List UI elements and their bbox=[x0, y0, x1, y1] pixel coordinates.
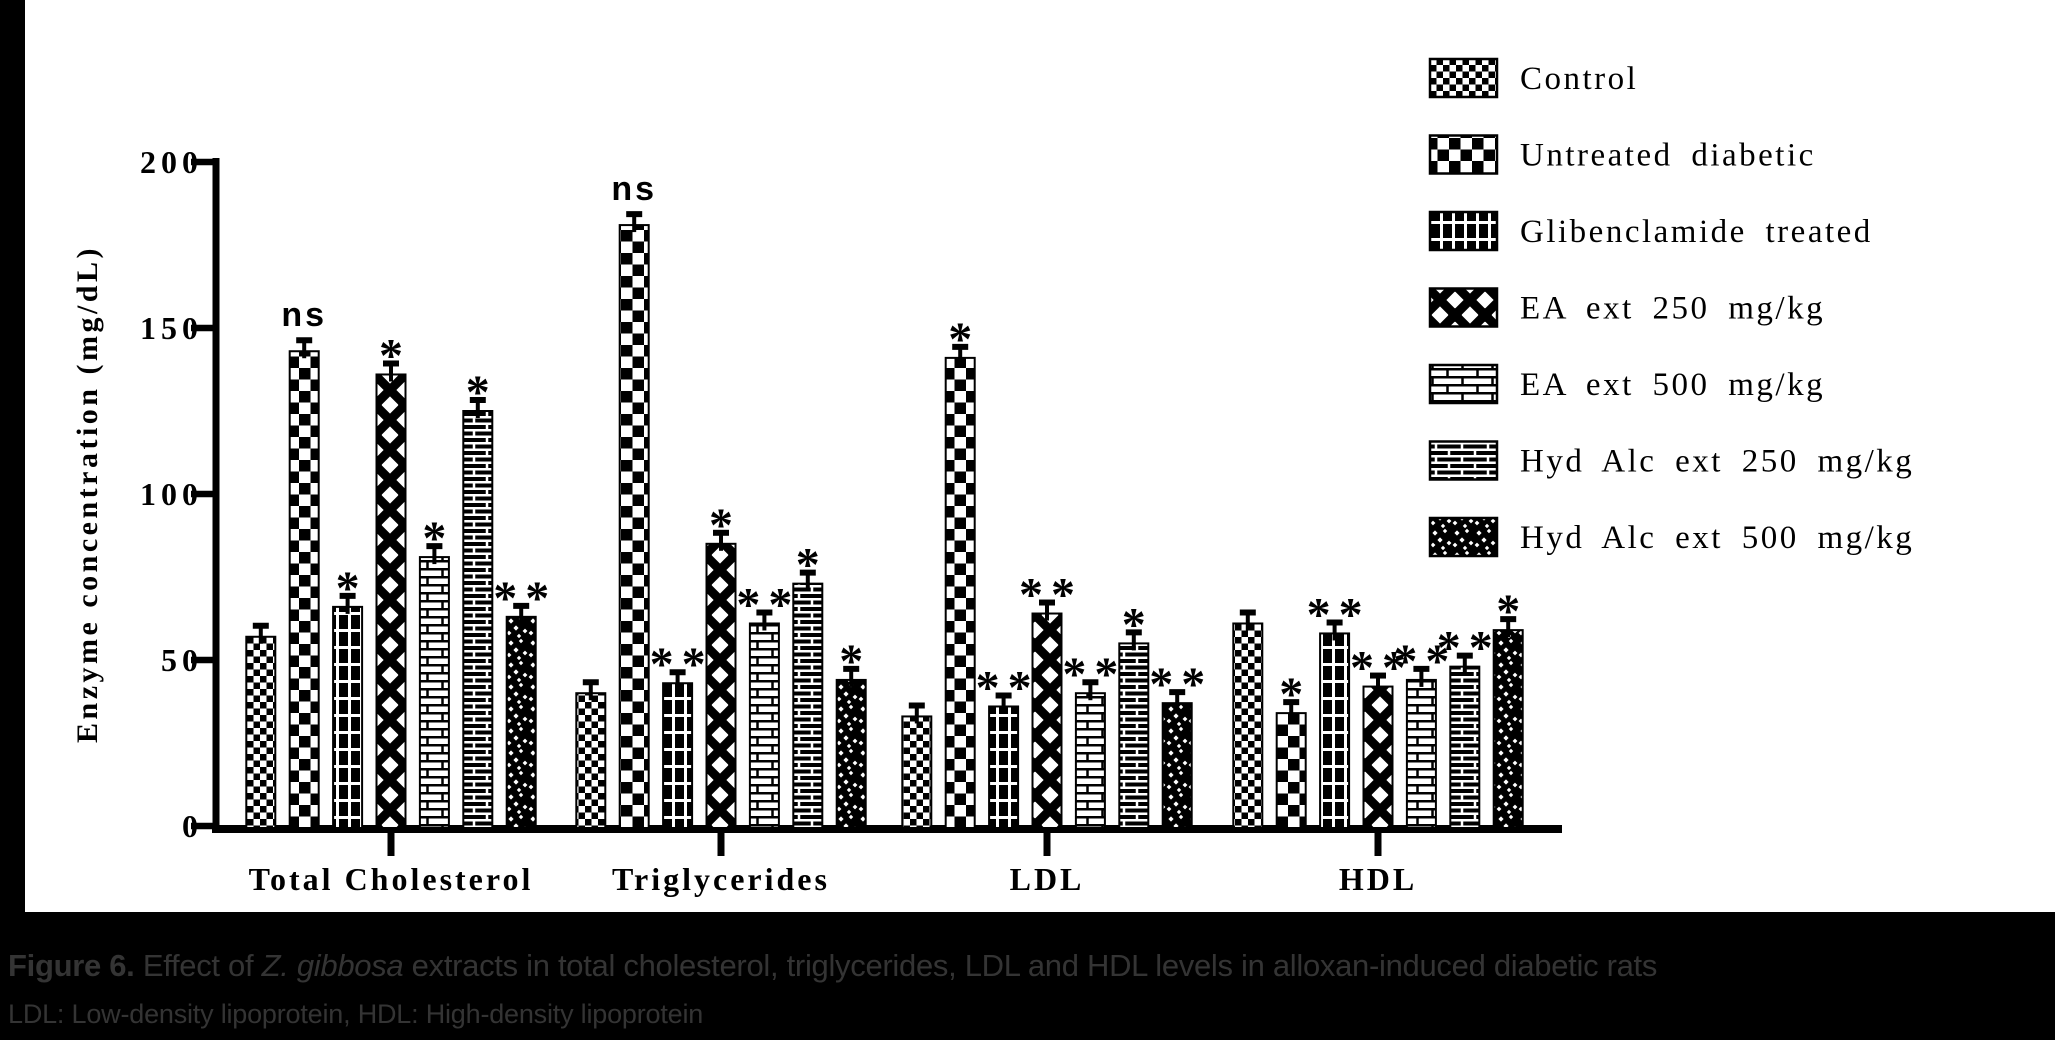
y-tick-label-200: 200 bbox=[140, 144, 203, 180]
bar-hdl-glibenclamide-treated bbox=[1319, 632, 1351, 829]
legend-label-6: Hyd Alc ext 500 mg/kg bbox=[1520, 520, 1914, 556]
legend-label-3: EA ext 250 mg/kg bbox=[1520, 291, 1825, 327]
y-tick-label-50: 50 bbox=[161, 642, 203, 678]
legend-label-1: Untreated diabetic bbox=[1520, 138, 1816, 174]
legend-swatch-3 bbox=[1428, 287, 1499, 328]
caption-line-2: LDL: Low-density lipoprotein, HDL: High-… bbox=[8, 998, 704, 1029]
sig-one-asterisk: * bbox=[336, 562, 360, 615]
legend-label-0: Control bbox=[1520, 61, 1638, 97]
caption-text-before-species: Effect of bbox=[134, 948, 262, 983]
bar-total-cholesterol-ea-ext-250-mg-kg bbox=[375, 373, 407, 829]
sig-one-asterisk: * bbox=[1279, 668, 1303, 721]
sig-two-asterisks: ** bbox=[1437, 622, 1501, 675]
bar-hdl-untreated-diabetic bbox=[1275, 712, 1307, 829]
legend-swatch-6 bbox=[1428, 516, 1499, 558]
legend-swatch-4 bbox=[1428, 363, 1499, 405]
legend-label-5: Hyd Alc ext 250 mg/kg bbox=[1520, 444, 1914, 480]
y-tick-label-0: 0 bbox=[182, 808, 203, 844]
sig-two-asterisks: ** bbox=[1062, 648, 1126, 701]
sig-two-asterisks: ** bbox=[650, 638, 714, 691]
legend-swatch-1 bbox=[1428, 134, 1499, 175]
caption-species-italic: Z. gibbosa bbox=[261, 948, 404, 983]
bar-triglycerides-ea-ext-250-mg-kg bbox=[705, 542, 737, 829]
figure-caption: Figure 6. Effect of Z. gibbosa extracts … bbox=[8, 912, 2048, 1040]
sig-one-asterisk: * bbox=[1122, 598, 1146, 651]
sig-one-asterisk: * bbox=[466, 366, 490, 419]
bar-ldl-untreated-diabetic bbox=[944, 356, 976, 829]
bar-hdl-ea-ext-250-mg-kg bbox=[1362, 685, 1394, 829]
bar-triglycerides-hyd-alc-ext-500-mg-kg bbox=[835, 678, 867, 829]
bar-total-cholesterol-hyd-alc-ext-500-mg-kg bbox=[505, 615, 537, 830]
bar-ldl-glibenclamide-treated bbox=[988, 705, 1020, 829]
sig-ns: ns bbox=[281, 296, 327, 334]
sig-two-asterisks: ** bbox=[1149, 658, 1213, 711]
bar-triglycerides-control bbox=[575, 692, 607, 830]
x-category-label-3: HDL bbox=[1339, 861, 1417, 897]
bar-total-cholesterol-glibenclamide-treated bbox=[332, 605, 364, 829]
sig-one-asterisk: * bbox=[948, 313, 972, 366]
sig-one-asterisk: * bbox=[796, 539, 820, 592]
bar-hdl-hyd-alc-ext-500-mg-kg bbox=[1492, 629, 1524, 829]
x-category-label-2: LDL bbox=[1010, 861, 1085, 897]
sig-one-asterisk: * bbox=[709, 499, 733, 552]
legend-label-4: EA ext 500 mg/kg bbox=[1520, 367, 1825, 403]
legend-label-2: Glibenclamide treated bbox=[1520, 214, 1873, 250]
bar-triglycerides-ea-ext-500-mg-kg bbox=[748, 622, 780, 829]
sig-two-asterisks: ** bbox=[1307, 588, 1371, 641]
sig-one-asterisk: * bbox=[379, 329, 403, 382]
x-category-label-0: Total Cholesterol bbox=[249, 861, 534, 897]
sig-one-asterisk: * bbox=[839, 635, 863, 688]
bar-triglycerides-hyd-alc-ext-250-mg-kg bbox=[792, 582, 824, 830]
sig-one-asterisk: * bbox=[422, 512, 446, 565]
bar-hdl-control bbox=[1232, 622, 1264, 829]
y-axis-title: Enzyme concentration (mg/dL) bbox=[71, 245, 104, 743]
bar-total-cholesterol-ea-ext-500-mg-kg bbox=[418, 556, 450, 830]
bar-ldl-ea-ext-500-mg-kg bbox=[1074, 692, 1106, 830]
caption-line-1: Figure 6. Effect of Z. gibbosa extracts … bbox=[8, 948, 2048, 983]
caption-text-after-species: extracts in total cholesterol, triglycer… bbox=[403, 948, 1658, 983]
sig-two-asterisks: ** bbox=[1350, 642, 1414, 695]
sig-two-asterisks: ** bbox=[976, 661, 1040, 714]
legend-swatch-2 bbox=[1428, 210, 1499, 252]
x-category-label-1: Triglycerides bbox=[612, 861, 830, 897]
y-tick-label-150: 150 bbox=[140, 310, 203, 346]
bar-total-cholesterol-hyd-alc-ext-250-mg-kg bbox=[462, 410, 494, 829]
caption-figure-label: Figure 6. bbox=[8, 948, 135, 983]
bar-ldl-hyd-alc-ext-500-mg-kg bbox=[1161, 702, 1193, 829]
bar-ldl-control bbox=[901, 715, 933, 829]
bar-triglycerides-untreated-diabetic bbox=[618, 224, 650, 829]
bar-total-cholesterol-untreated-diabetic bbox=[288, 350, 320, 829]
bar-total-cholesterol-control bbox=[245, 635, 277, 830]
sig-two-asterisks: ** bbox=[1019, 569, 1083, 622]
y-tick-label-100: 100 bbox=[140, 476, 203, 512]
legend-swatch-0 bbox=[1428, 57, 1499, 99]
legend-swatch-5 bbox=[1428, 440, 1499, 481]
sig-two-asterisks: ** bbox=[736, 578, 800, 631]
sig-two-asterisks: ** bbox=[493, 572, 557, 625]
sig-two-asterisks: ** bbox=[1393, 635, 1457, 688]
bar-ldl-ea-ext-250-mg-kg bbox=[1031, 612, 1063, 830]
sig-ns: ns bbox=[611, 170, 657, 208]
sig-one-asterisk: * bbox=[1496, 585, 1520, 638]
bar-triglycerides-glibenclamide-treated bbox=[662, 682, 694, 829]
bar-ldl-hyd-alc-ext-250-mg-kg bbox=[1118, 642, 1150, 830]
bar-hdl-hyd-alc-ext-250-mg-kg bbox=[1449, 665, 1481, 830]
bar-hdl-ea-ext-500-mg-kg bbox=[1405, 678, 1437, 829]
